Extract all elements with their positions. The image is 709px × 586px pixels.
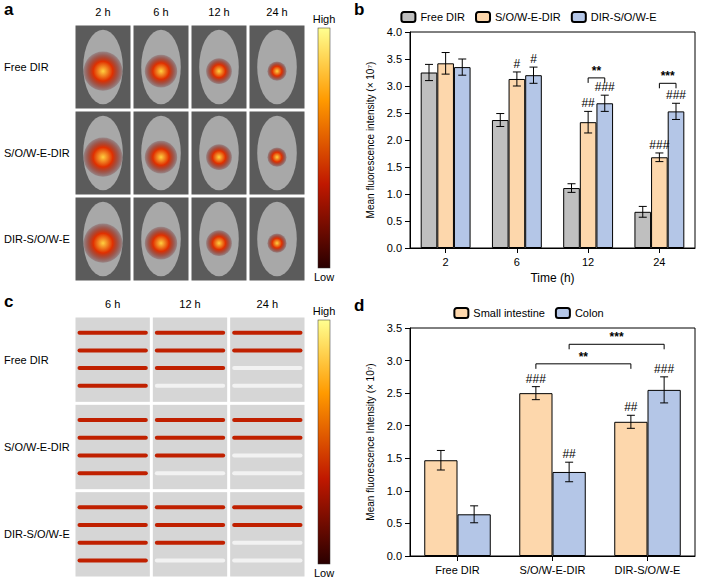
svg-text:Mean fluorescence Intensity (×: Mean fluorescence Intensity (× 10⁷) [365, 363, 376, 520]
svg-text:12 h: 12 h [179, 298, 200, 310]
svg-text:Free DIR: Free DIR [4, 354, 49, 366]
svg-text:S/O/W-E-DIR: S/O/W-E-DIR [520, 564, 586, 576]
svg-text:###: ### [654, 362, 674, 376]
svg-text:2.5: 2.5 [387, 107, 402, 119]
svg-text:Mean fluorescence intensity (×: Mean fluorescence intensity (× 10⁷) [365, 62, 376, 219]
svg-text:6 h: 6 h [153, 6, 168, 18]
svg-text:24 h: 24 h [266, 6, 287, 18]
svg-text:0.5: 0.5 [387, 517, 402, 529]
svg-text:12 h: 12 h [208, 6, 229, 18]
svg-text:S/O/W-E-DIR: S/O/W-E-DIR [4, 147, 70, 159]
svg-text:1.5: 1.5 [387, 452, 402, 464]
svg-text:2.0: 2.0 [387, 420, 402, 432]
svg-text:#: # [514, 57, 521, 71]
svg-text:Free DIR: Free DIR [420, 11, 465, 23]
svg-text:S/O/W-E-DIR: S/O/W-E-DIR [4, 441, 70, 453]
svg-text:DIR-S/O/W-E: DIR-S/O/W-E [4, 233, 70, 245]
svg-text:S/O/W-E-DIR: S/O/W-E-DIR [495, 11, 561, 23]
svg-text:1.0: 1.0 [387, 188, 402, 200]
svg-text:Free DIR: Free DIR [4, 61, 49, 73]
svg-text:#: # [530, 52, 537, 66]
svg-text:6: 6 [514, 256, 520, 268]
html-text:a: a [4, 0, 14, 19]
svg-text:High: High [313, 305, 336, 317]
svg-text:DIR-S/O/W-E: DIR-S/O/W-E [4, 528, 70, 540]
svg-text:3.5: 3.5 [387, 322, 402, 334]
svg-text:6 h: 6 h [105, 298, 120, 310]
svg-text:High: High [313, 13, 336, 25]
svg-text:Small intestine: Small intestine [473, 307, 545, 319]
svg-text:0.5: 0.5 [387, 215, 402, 227]
svg-text:***: *** [661, 69, 675, 83]
svg-text:2.0: 2.0 [387, 134, 402, 146]
svg-text:##: ## [581, 96, 595, 110]
svg-text:3.0: 3.0 [387, 355, 402, 367]
svg-text:##: ## [624, 400, 638, 414]
html-text:d: d [354, 296, 365, 315]
svg-text:DIR-S/O/W-E: DIR-S/O/W-E [615, 564, 681, 576]
svg-text:0.0: 0.0 [387, 242, 402, 254]
svg-text:3.0: 3.0 [387, 80, 402, 92]
svg-text:###: ### [526, 372, 546, 386]
svg-text:DIR-S/O/W-E: DIR-S/O/W-E [591, 11, 657, 23]
svg-text:Low: Low [314, 271, 334, 283]
svg-text:###: ### [649, 138, 669, 152]
svg-text:##: ## [562, 447, 576, 461]
svg-text:1.0: 1.0 [387, 485, 402, 497]
svg-text:***: *** [610, 330, 624, 344]
svg-text:2: 2 [443, 256, 449, 268]
svg-text:**: ** [579, 350, 589, 364]
svg-text:**: ** [592, 64, 602, 78]
svg-text:0.0: 0.0 [387, 550, 402, 562]
html-text:b: b [354, 0, 365, 19]
svg-text:Colon: Colon [575, 307, 604, 319]
svg-text:1.5: 1.5 [387, 161, 402, 173]
svg-text:Free DIR: Free DIR [435, 564, 480, 576]
svg-text:12: 12 [582, 256, 594, 268]
svg-text:4.0: 4.0 [387, 26, 402, 38]
svg-text:2.5: 2.5 [387, 387, 402, 399]
svg-text:24 h: 24 h [257, 298, 278, 310]
svg-text:3.5: 3.5 [387, 53, 402, 65]
svg-text:Low: Low [314, 567, 334, 579]
svg-text:24: 24 [653, 256, 665, 268]
svg-text:Time (h): Time (h) [530, 271, 574, 285]
html-text:c: c [4, 292, 14, 311]
svg-text:2 h: 2 h [95, 6, 110, 18]
svg-text:###: ### [666, 88, 686, 102]
